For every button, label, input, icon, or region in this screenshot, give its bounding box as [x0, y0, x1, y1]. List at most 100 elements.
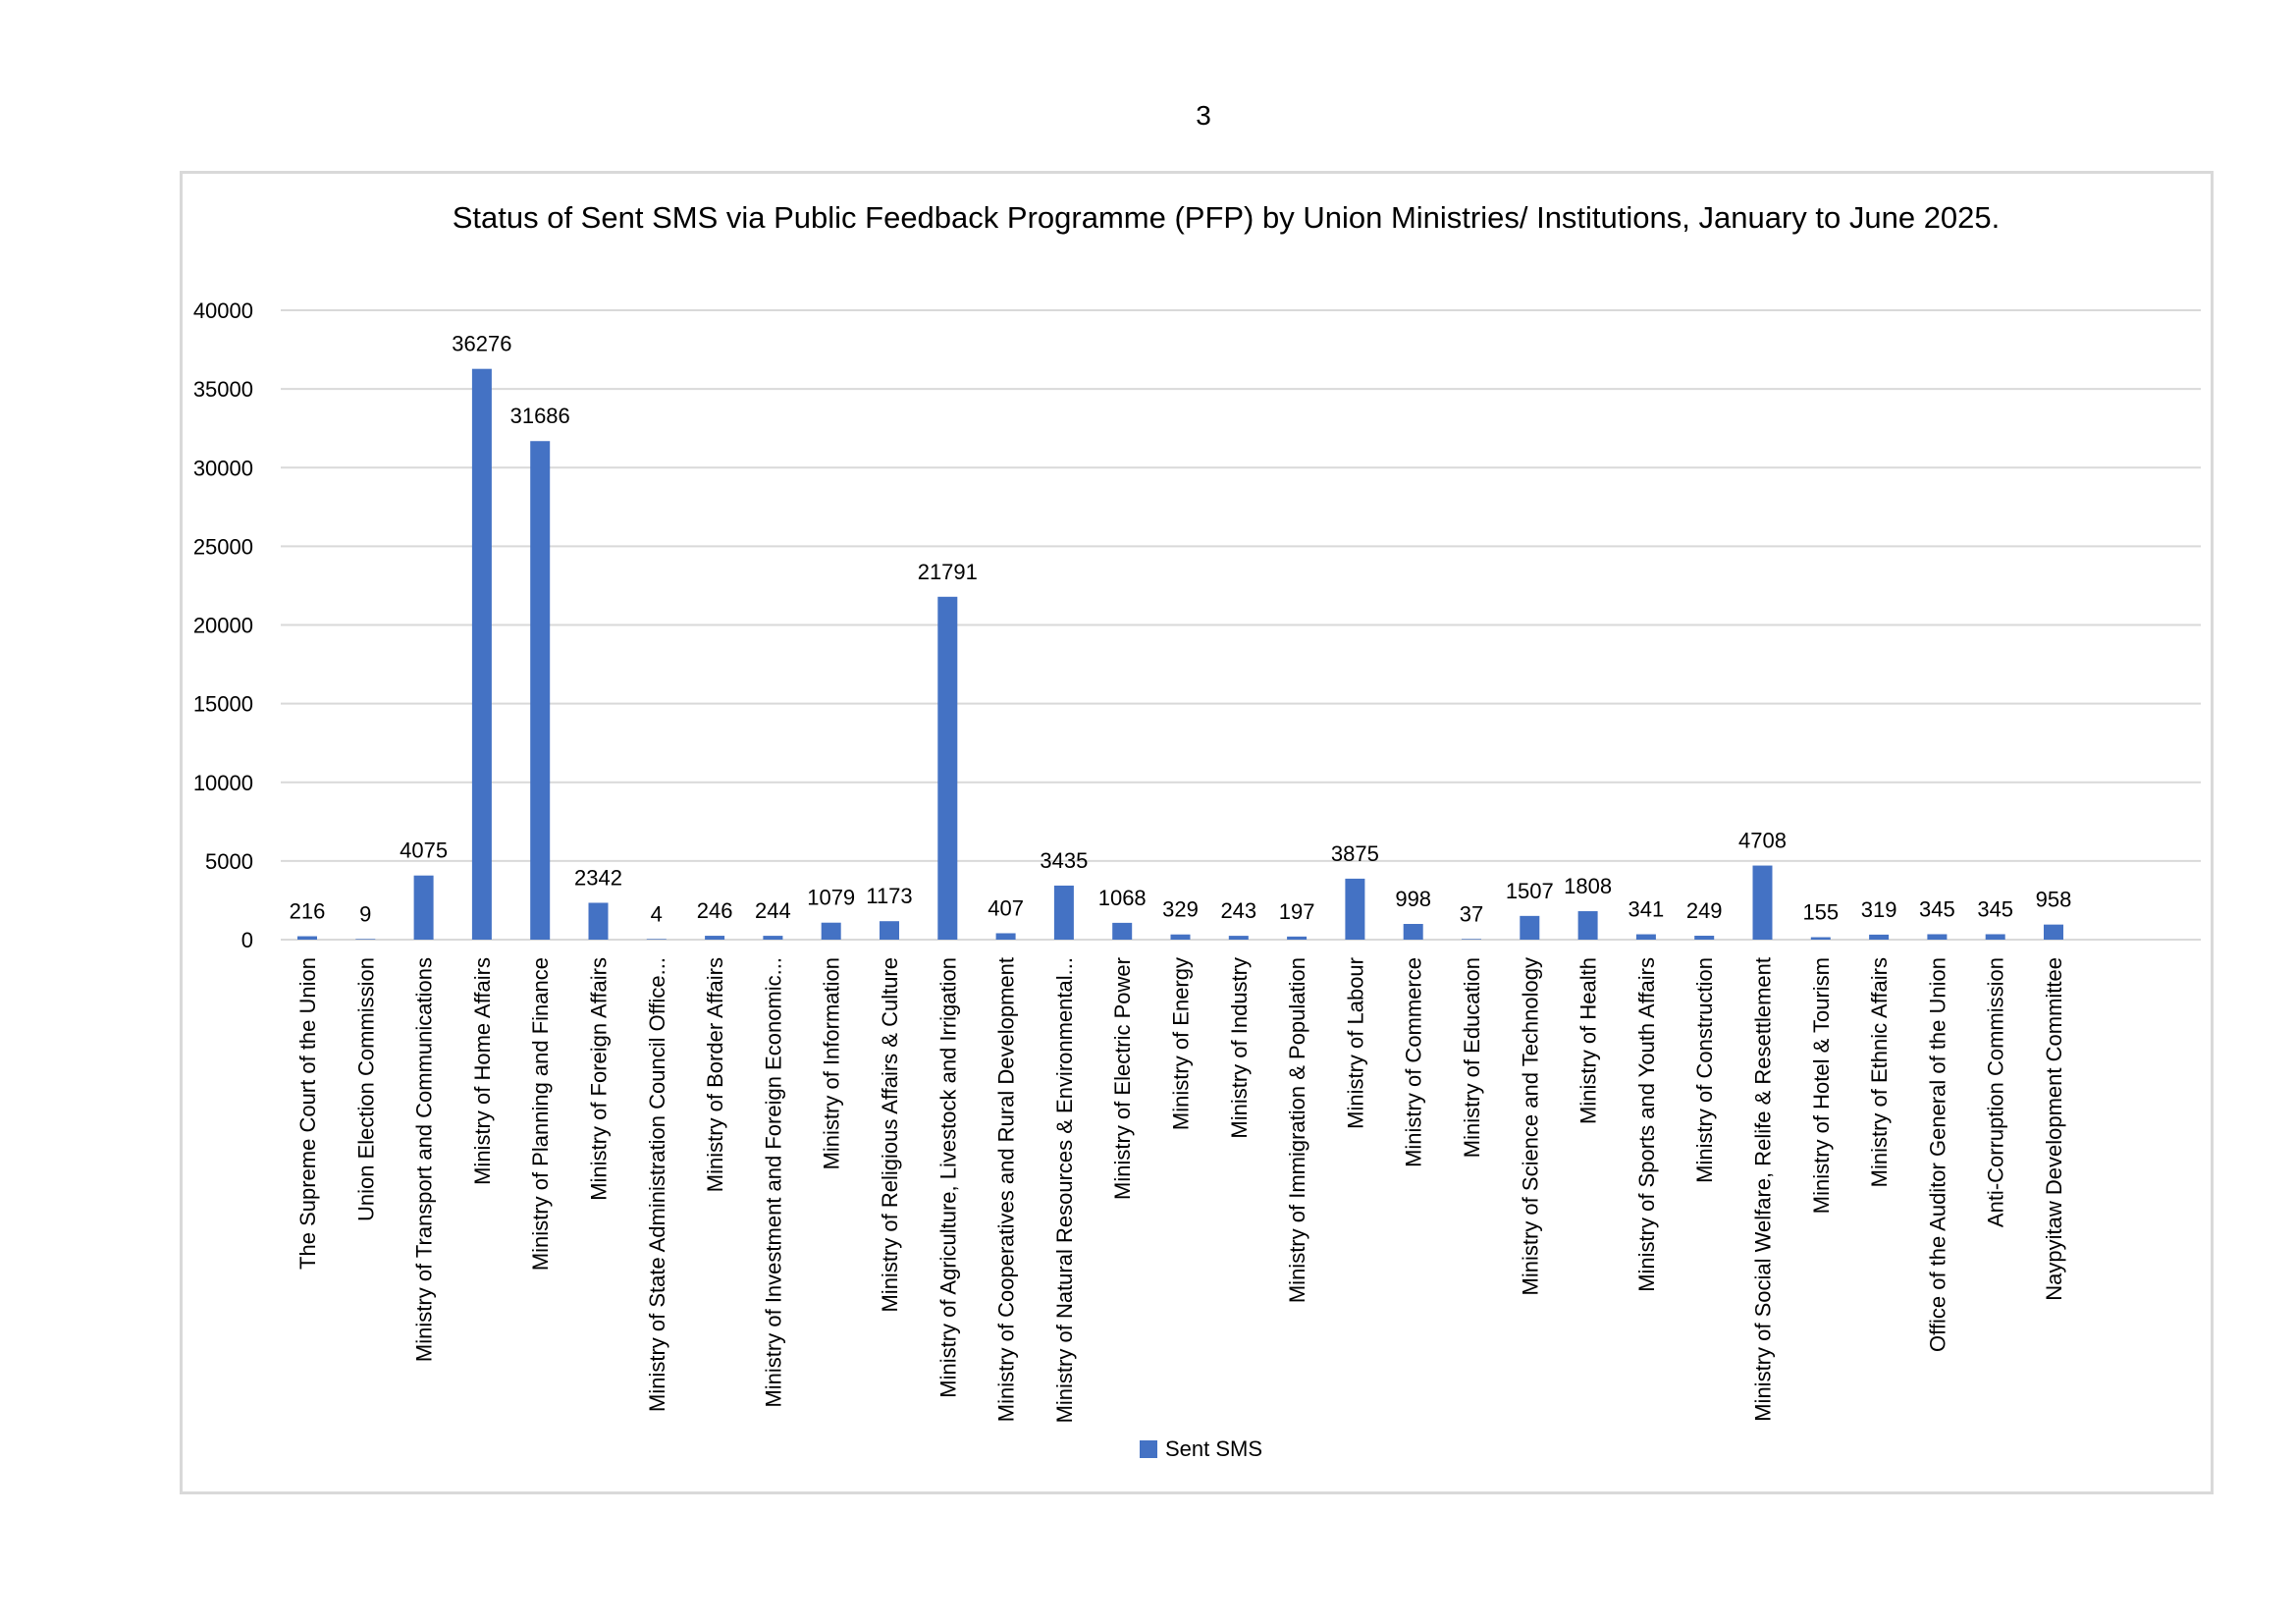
bar: [880, 921, 899, 940]
y-tick-label: 20000: [193, 614, 253, 638]
bar-chart: 0 5000 10000 15000 20000 25000 30000 35000 40000…: [193, 200, 2201, 1461]
x-tick-label: Ministry of Commerce: [1402, 957, 1426, 1167]
x-tick-label: Anti-Corruption Commission: [1984, 957, 2008, 1227]
x-tick-label: Ministry of Hotel & Tourism: [1809, 957, 1834, 1214]
y-tick-label: 25000: [193, 534, 253, 559]
legend-swatch: [1140, 1440, 1157, 1458]
data-label: 1173: [866, 884, 912, 908]
bar: [1403, 924, 1423, 940]
bar: [1462, 939, 1481, 940]
bar: [413, 875, 434, 940]
x-tick-label: Ministry of Foreign Affairs: [587, 957, 612, 1201]
data-label: 243: [1220, 898, 1256, 923]
bar: [1053, 885, 1074, 940]
bar: [937, 596, 958, 940]
bar: [588, 902, 609, 940]
x-tick-label: Ministry of State Administration Council…: [645, 957, 669, 1412]
data-label: 407: [988, 895, 1024, 920]
data-label: 958: [2036, 888, 2072, 912]
data-label: 21791: [918, 560, 978, 584]
x-tick-label: Ministry of Education: [1460, 957, 1484, 1158]
bar: [355, 939, 376, 940]
bar: [1635, 934, 1656, 940]
x-tick-label: Ministry of Natural Resources & Environm…: [1052, 957, 1077, 1423]
page-number: 3: [1196, 100, 1211, 131]
data-label: 345: [1919, 896, 1955, 921]
y-tick-label: 35000: [193, 377, 253, 402]
data-label: 197: [1279, 899, 1315, 924]
data-label: 345: [1977, 896, 2013, 921]
x-tick-label: Ministry of Labour: [1343, 957, 1367, 1129]
x-tick-label: Ministry of Construction: [1692, 957, 1717, 1183]
data-label: 36276: [452, 332, 511, 356]
data-label: 329: [1162, 897, 1199, 922]
x-tick-label: Ministry of Energy: [1169, 957, 1194, 1130]
bar: [1752, 865, 1773, 940]
data-label: 244: [755, 898, 791, 923]
x-tick-label: Ministry of Electric Power: [1110, 957, 1135, 1200]
bar: [646, 939, 667, 940]
x-tick-label: Union Election Commission: [353, 957, 378, 1221]
data-label: 1068: [1098, 886, 1147, 910]
data-label: 155: [1802, 900, 1839, 925]
x-tick-label: Ministry of Social Welfare, Relife & Res…: [1751, 957, 1776, 1422]
x-tick-label: Ministry of Science and Technology: [1518, 957, 1542, 1295]
data-label: 37: [1460, 901, 1483, 926]
bar: [1869, 934, 1890, 940]
data-label: 246: [697, 898, 733, 923]
data-label: 341: [1629, 897, 1665, 922]
x-tick-label: The Supreme Court of the Union: [295, 957, 320, 1270]
y-tick-label: 10000: [193, 771, 253, 795]
chart-title: Status of Sent SMS via Public Feedback P…: [453, 200, 2001, 235]
x-tick-label: Ministry of Industry: [1227, 957, 1252, 1139]
data-label: 3875: [1331, 841, 1379, 866]
y-tick-label: 15000: [193, 692, 253, 717]
bar: [1810, 937, 1831, 940]
bar: [763, 936, 783, 940]
x-tick-label: Ministry of Ethnic Affairs: [1867, 957, 1892, 1187]
x-tick-label: Ministry of Border Affairs: [703, 957, 727, 1192]
data-label: 998: [1395, 887, 1431, 911]
x-tick-label: Ministry of Agriculture, Livestock and I…: [935, 957, 960, 1398]
x-tick-label: Ministry of Cooperatives and Rural Devel…: [994, 957, 1019, 1422]
x-tick-label: Ministry of Information: [820, 957, 844, 1169]
data-label: 4708: [1738, 829, 1787, 853]
data-label: 4075: [400, 839, 448, 863]
bar: [471, 368, 492, 940]
x-tick-label: Ministry of Investment and Foreign Econo…: [761, 957, 785, 1408]
x-tick-label: Ministry of Planning and Finance: [528, 957, 553, 1271]
bar: [1520, 915, 1540, 940]
bar: [1694, 936, 1715, 940]
bar: [1345, 878, 1365, 940]
data-label: 2342: [574, 865, 622, 890]
x-tick-label: Ministry of Transport and Communications: [412, 957, 437, 1362]
data-label: 31686: [510, 404, 570, 428]
data-label: 319: [1861, 897, 1897, 922]
data-label: 1079: [807, 886, 855, 910]
x-tick-label: Ministry of Health: [1576, 957, 1601, 1124]
data-label: 249: [1686, 898, 1723, 923]
x-tick-label: Ministry of Sports and Youth Affairs: [1634, 957, 1659, 1292]
data-label: 4: [651, 901, 663, 926]
x-tick-label: Ministry of Religious Affairs & Culture: [878, 957, 902, 1313]
x-tick-label: Ministry of Immigration & Population: [1285, 957, 1309, 1303]
bar: [821, 922, 841, 940]
bar: [1927, 934, 1948, 940]
y-tick-label: 5000: [205, 849, 253, 874]
bar: [1170, 934, 1191, 940]
bar: [1228, 936, 1249, 940]
bar: [995, 933, 1016, 940]
data-label: 1808: [1564, 874, 1612, 898]
bar: [1287, 936, 1308, 940]
data-label: 216: [290, 899, 326, 924]
bar: [1985, 934, 2005, 940]
y-tick-label: 30000: [193, 456, 253, 480]
legend-label: Sent SMS: [1165, 1436, 1262, 1461]
bar: [1112, 922, 1133, 940]
bar: [705, 936, 725, 940]
y-tick-label: 0: [241, 928, 253, 952]
x-tick-label: Office of the Auditor General of the Uni…: [1925, 957, 1949, 1352]
x-tick-label: Ministry of Home Affairs: [470, 957, 495, 1185]
data-label: 9: [359, 901, 371, 926]
x-tick-label: Naypyitaw Development Committee: [2042, 957, 2066, 1301]
